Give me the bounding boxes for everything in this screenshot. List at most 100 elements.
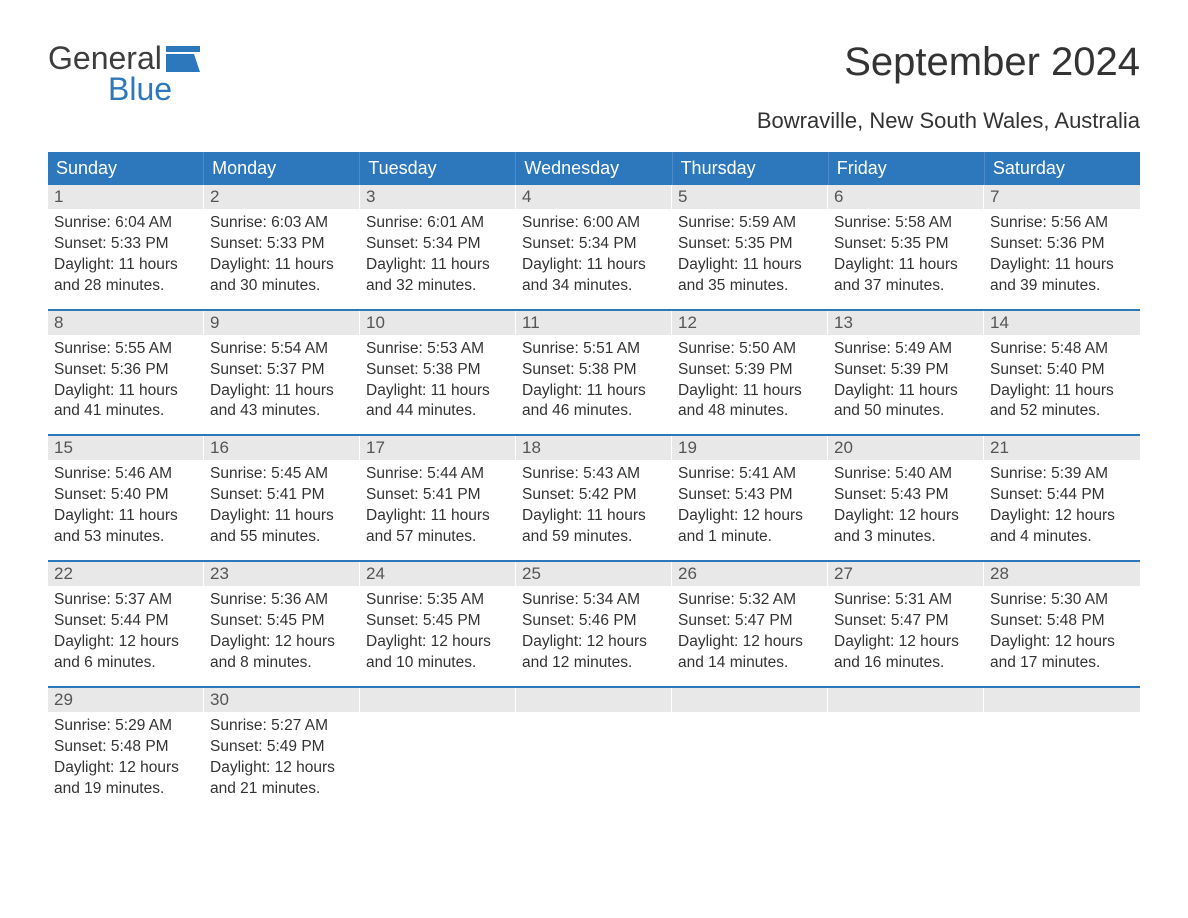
day-cell: 10Sunrise: 5:53 AMSunset: 5:38 PMDayligh… xyxy=(360,311,516,435)
day-number: 15 xyxy=(48,436,204,460)
day-cell: 17Sunrise: 5:44 AMSunset: 5:41 PMDayligh… xyxy=(360,436,516,560)
daylight-line: Daylight: 12 hours and 10 minutes. xyxy=(366,632,510,674)
week-row: 15Sunrise: 5:46 AMSunset: 5:40 PMDayligh… xyxy=(48,434,1140,560)
day-body: Sunrise: 5:51 AMSunset: 5:38 PMDaylight:… xyxy=(516,335,672,435)
day-cell: 16Sunrise: 5:45 AMSunset: 5:41 PMDayligh… xyxy=(204,436,360,560)
sunset-line: Sunset: 5:41 PM xyxy=(210,485,354,506)
sunrise-line: Sunrise: 5:36 AM xyxy=(210,590,354,611)
day-body: Sunrise: 6:04 AMSunset: 5:33 PMDaylight:… xyxy=(48,209,204,309)
day-body: Sunrise: 5:39 AMSunset: 5:44 PMDaylight:… xyxy=(984,460,1140,560)
day-body: Sunrise: 5:35 AMSunset: 5:45 PMDaylight:… xyxy=(360,586,516,686)
logo-flag-icon xyxy=(166,46,200,72)
weekday-thursday: Thursday xyxy=(673,152,829,185)
day-number: 26 xyxy=(672,562,828,586)
day-cell: 8Sunrise: 5:55 AMSunset: 5:36 PMDaylight… xyxy=(48,311,204,435)
day-number: 30 xyxy=(204,688,360,712)
day-cell: 9Sunrise: 5:54 AMSunset: 5:37 PMDaylight… xyxy=(204,311,360,435)
sunrise-line: Sunrise: 5:58 AM xyxy=(834,213,978,234)
daylight-line: Daylight: 12 hours and 14 minutes. xyxy=(678,632,822,674)
weekday-header-row: SundayMondayTuesdayWednesdayThursdayFrid… xyxy=(48,152,1140,185)
day-cell: 18Sunrise: 5:43 AMSunset: 5:42 PMDayligh… xyxy=(516,436,672,560)
day-cell: 12Sunrise: 5:50 AMSunset: 5:39 PMDayligh… xyxy=(672,311,828,435)
sunset-line: Sunset: 5:33 PM xyxy=(210,234,354,255)
day-body: Sunrise: 5:41 AMSunset: 5:43 PMDaylight:… xyxy=(672,460,828,560)
sunset-line: Sunset: 5:49 PM xyxy=(210,737,354,758)
day-body xyxy=(984,712,1140,728)
weekday-wednesday: Wednesday xyxy=(516,152,672,185)
sunrise-line: Sunrise: 5:31 AM xyxy=(834,590,978,611)
sunset-line: Sunset: 5:44 PM xyxy=(54,611,198,632)
daylight-line: Daylight: 11 hours and 39 minutes. xyxy=(990,255,1134,297)
day-number: 18 xyxy=(516,436,672,460)
day-cell xyxy=(672,688,828,812)
day-body xyxy=(828,712,984,728)
week-row: 29Sunrise: 5:29 AMSunset: 5:48 PMDayligh… xyxy=(48,686,1140,812)
day-body xyxy=(672,712,828,728)
sunrise-line: Sunrise: 5:48 AM xyxy=(990,339,1134,360)
day-number: 13 xyxy=(828,311,984,335)
day-cell xyxy=(360,688,516,812)
day-body: Sunrise: 5:36 AMSunset: 5:45 PMDaylight:… xyxy=(204,586,360,686)
day-number xyxy=(360,688,516,712)
day-number: 17 xyxy=(360,436,516,460)
day-cell: 13Sunrise: 5:49 AMSunset: 5:39 PMDayligh… xyxy=(828,311,984,435)
day-cell: 20Sunrise: 5:40 AMSunset: 5:43 PMDayligh… xyxy=(828,436,984,560)
day-cell: 19Sunrise: 5:41 AMSunset: 5:43 PMDayligh… xyxy=(672,436,828,560)
day-cell: 28Sunrise: 5:30 AMSunset: 5:48 PMDayligh… xyxy=(984,562,1140,686)
daylight-line: Daylight: 11 hours and 41 minutes. xyxy=(54,381,198,423)
weekday-saturday: Saturday xyxy=(985,152,1140,185)
sunrise-line: Sunrise: 5:54 AM xyxy=(210,339,354,360)
day-number xyxy=(516,688,672,712)
day-body: Sunrise: 5:56 AMSunset: 5:36 PMDaylight:… xyxy=(984,209,1140,309)
daylight-line: Daylight: 11 hours and 44 minutes. xyxy=(366,381,510,423)
day-body: Sunrise: 5:59 AMSunset: 5:35 PMDaylight:… xyxy=(672,209,828,309)
sunset-line: Sunset: 5:48 PM xyxy=(54,737,198,758)
daylight-line: Daylight: 12 hours and 16 minutes. xyxy=(834,632,978,674)
day-cell: 14Sunrise: 5:48 AMSunset: 5:40 PMDayligh… xyxy=(984,311,1140,435)
day-cell: 5Sunrise: 5:59 AMSunset: 5:35 PMDaylight… xyxy=(672,185,828,309)
sunset-line: Sunset: 5:37 PM xyxy=(210,360,354,381)
sunrise-line: Sunrise: 6:00 AM xyxy=(522,213,666,234)
day-body: Sunrise: 5:50 AMSunset: 5:39 PMDaylight:… xyxy=(672,335,828,435)
sunset-line: Sunset: 5:47 PM xyxy=(834,611,978,632)
day-cell: 1Sunrise: 6:04 AMSunset: 5:33 PMDaylight… xyxy=(48,185,204,309)
day-cell: 7Sunrise: 5:56 AMSunset: 5:36 PMDaylight… xyxy=(984,185,1140,309)
sunset-line: Sunset: 5:39 PM xyxy=(834,360,978,381)
sunset-line: Sunset: 5:40 PM xyxy=(54,485,198,506)
sunrise-line: Sunrise: 5:37 AM xyxy=(54,590,198,611)
day-body: Sunrise: 5:44 AMSunset: 5:41 PMDaylight:… xyxy=(360,460,516,560)
sunset-line: Sunset: 5:39 PM xyxy=(678,360,822,381)
daylight-line: Daylight: 12 hours and 19 minutes. xyxy=(54,758,198,800)
daylight-line: Daylight: 12 hours and 21 minutes. xyxy=(210,758,354,800)
sunrise-line: Sunrise: 5:34 AM xyxy=(522,590,666,611)
day-body: Sunrise: 6:01 AMSunset: 5:34 PMDaylight:… xyxy=(360,209,516,309)
day-cell: 23Sunrise: 5:36 AMSunset: 5:45 PMDayligh… xyxy=(204,562,360,686)
day-number: 6 xyxy=(828,185,984,209)
day-cell: 4Sunrise: 6:00 AMSunset: 5:34 PMDaylight… xyxy=(516,185,672,309)
sunset-line: Sunset: 5:45 PM xyxy=(366,611,510,632)
week-row: 8Sunrise: 5:55 AMSunset: 5:36 PMDaylight… xyxy=(48,309,1140,435)
daylight-line: Daylight: 11 hours and 50 minutes. xyxy=(834,381,978,423)
day-number: 22 xyxy=(48,562,204,586)
daylight-line: Daylight: 11 hours and 28 minutes. xyxy=(54,255,198,297)
daylight-line: Daylight: 11 hours and 46 minutes. xyxy=(522,381,666,423)
day-body: Sunrise: 5:30 AMSunset: 5:48 PMDaylight:… xyxy=(984,586,1140,686)
daylight-line: Daylight: 11 hours and 30 minutes. xyxy=(210,255,354,297)
daylight-line: Daylight: 11 hours and 55 minutes. xyxy=(210,506,354,548)
day-cell: 2Sunrise: 6:03 AMSunset: 5:33 PMDaylight… xyxy=(204,185,360,309)
week-row: 22Sunrise: 5:37 AMSunset: 5:44 PMDayligh… xyxy=(48,560,1140,686)
day-cell: 6Sunrise: 5:58 AMSunset: 5:35 PMDaylight… xyxy=(828,185,984,309)
day-cell: 11Sunrise: 5:51 AMSunset: 5:38 PMDayligh… xyxy=(516,311,672,435)
sunrise-line: Sunrise: 5:50 AM xyxy=(678,339,822,360)
sunrise-line: Sunrise: 5:41 AM xyxy=(678,464,822,485)
daylight-line: Daylight: 11 hours and 53 minutes. xyxy=(54,506,198,548)
day-cell xyxy=(984,688,1140,812)
day-cell: 21Sunrise: 5:39 AMSunset: 5:44 PMDayligh… xyxy=(984,436,1140,560)
daylight-line: Daylight: 11 hours and 35 minutes. xyxy=(678,255,822,297)
sunset-line: Sunset: 5:45 PM xyxy=(210,611,354,632)
day-body: Sunrise: 5:37 AMSunset: 5:44 PMDaylight:… xyxy=(48,586,204,686)
day-cell xyxy=(828,688,984,812)
daylight-line: Daylight: 12 hours and 17 minutes. xyxy=(990,632,1134,674)
sunset-line: Sunset: 5:41 PM xyxy=(366,485,510,506)
day-body: Sunrise: 5:27 AMSunset: 5:49 PMDaylight:… xyxy=(204,712,360,812)
